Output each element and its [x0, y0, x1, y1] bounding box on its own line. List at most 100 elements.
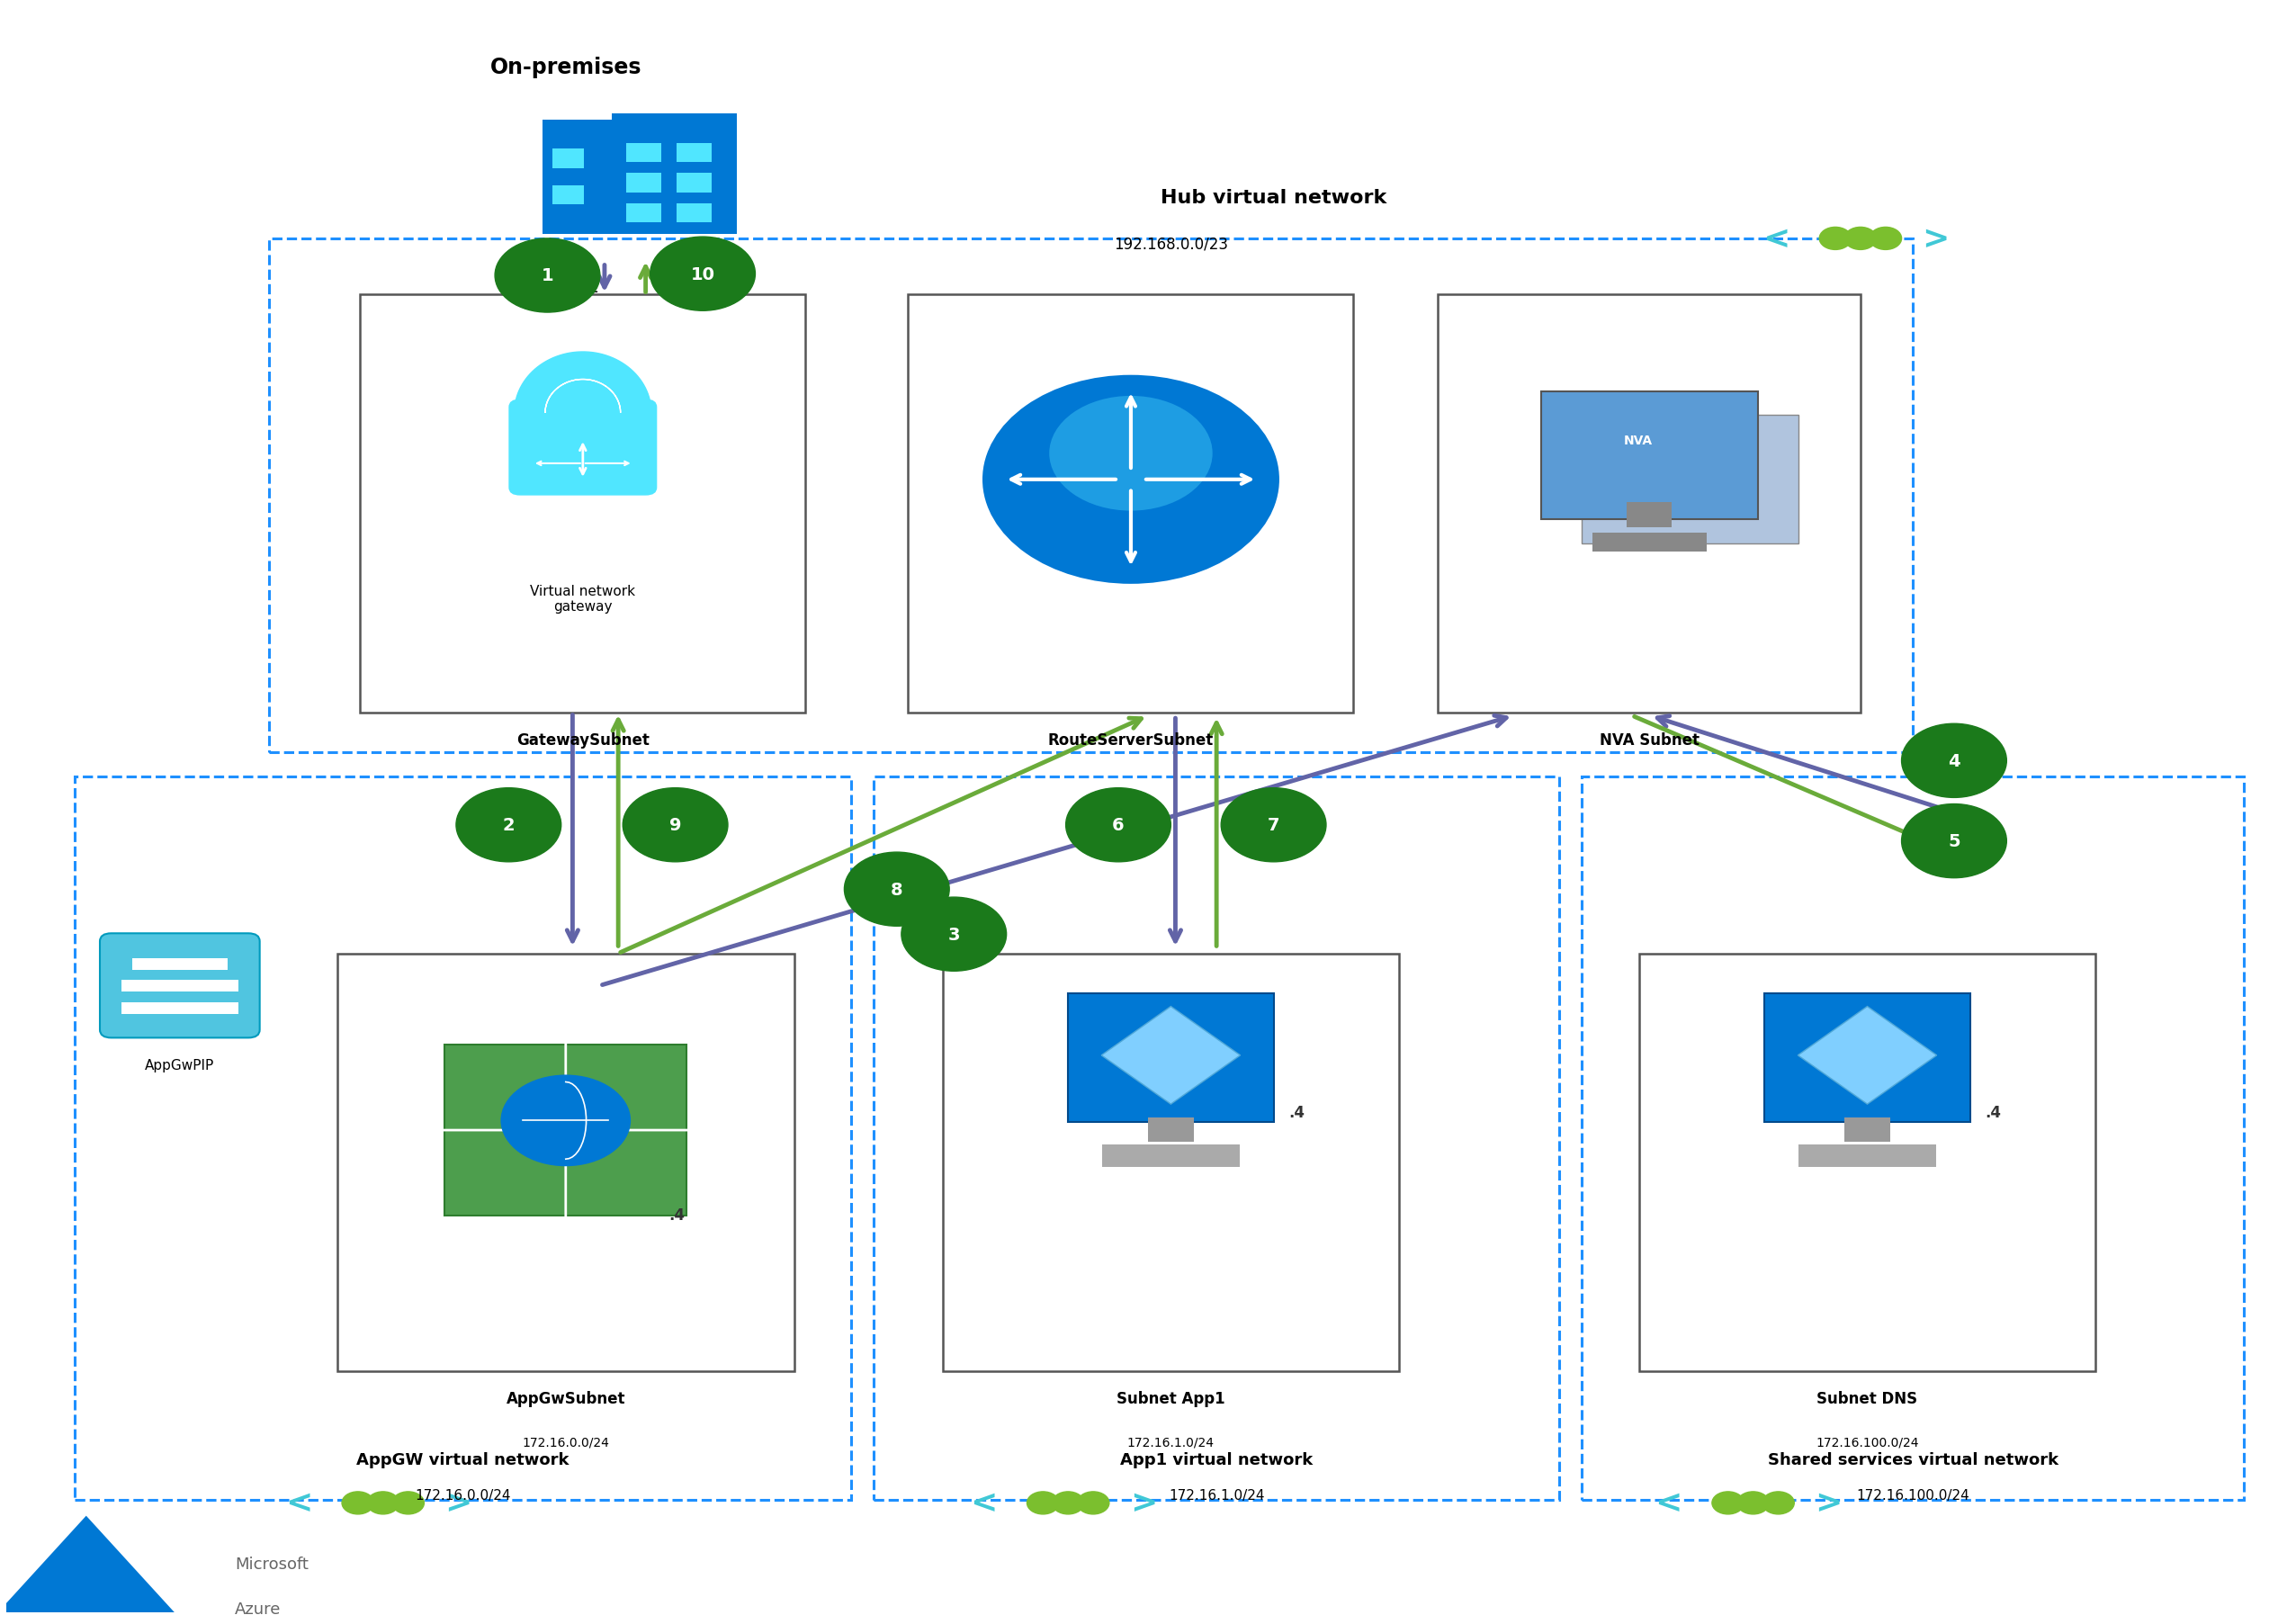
Circle shape [1049, 396, 1212, 512]
Text: .4: .4 [1984, 1104, 2002, 1121]
Circle shape [1901, 724, 2007, 797]
Bar [553, 149, 583, 169]
Text: Microsoft: Microsoft [234, 1556, 308, 1572]
Text: 192.168.0.0/23: 192.168.0.0/23 [1114, 235, 1228, 252]
Text: Subnet App1: Subnet App1 [1116, 1390, 1226, 1406]
Bar [611, 115, 737, 235]
Text: 6: 6 [1111, 817, 1125, 833]
Text: 172.16.0.0/24: 172.16.0.0/24 [416, 1489, 510, 1502]
Bar [875, 778, 1559, 1499]
Text: RouteServerSubnet: RouteServerSubnet [1047, 732, 1215, 749]
Bar [677, 143, 712, 162]
Text: 4: 4 [1947, 752, 1961, 770]
Text: >: > [1130, 1488, 1157, 1518]
Circle shape [457, 788, 560, 862]
Text: AppGwSubnet: AppGwSubnet [505, 1390, 625, 1406]
FancyBboxPatch shape [510, 400, 657, 495]
Bar [1639, 953, 2096, 1371]
Text: .4: .4 [668, 1207, 684, 1223]
Bar [1582, 778, 2243, 1499]
Text: 172.16.100.0/24: 172.16.100.0/24 [1857, 1489, 1970, 1502]
Text: Hub virtual network: Hub virtual network [1159, 188, 1387, 206]
Circle shape [1052, 1492, 1084, 1514]
Text: 2: 2 [503, 817, 514, 833]
Circle shape [1738, 1492, 1770, 1514]
Text: 10: 10 [691, 266, 714, 283]
Circle shape [1065, 788, 1171, 862]
Bar [338, 953, 794, 1371]
Bar [1798, 1145, 1936, 1168]
Text: >: > [1814, 1488, 1841, 1518]
Bar [131, 958, 227, 970]
Bar [122, 1002, 239, 1013]
Text: >: > [1922, 224, 1949, 255]
Text: 172.16.1.0/24: 172.16.1.0/24 [1127, 1436, 1215, 1449]
Bar [1541, 391, 1759, 520]
Circle shape [622, 788, 728, 862]
FancyBboxPatch shape [99, 934, 259, 1038]
Polygon shape [544, 380, 620, 414]
Text: 8: 8 [891, 880, 902, 898]
Text: Azure: Azure [234, 1601, 280, 1618]
Text: 10.0.0.1: 10.0.0.1 [533, 279, 599, 296]
Text: .4: .4 [1288, 1104, 1304, 1121]
Text: 172.16.0.0/24: 172.16.0.0/24 [521, 1436, 608, 1449]
Text: AppGW virtual network: AppGW virtual network [356, 1452, 569, 1468]
Bar [76, 778, 852, 1499]
Bar [1068, 994, 1274, 1122]
Circle shape [1901, 804, 2007, 879]
Bar [1591, 533, 1706, 552]
Text: NVA: NVA [1623, 434, 1653, 447]
Text: App1 virtual network: App1 virtual network [1120, 1452, 1313, 1468]
Bar [1626, 502, 1671, 528]
Circle shape [902, 898, 1006, 971]
Bar [677, 174, 712, 193]
Text: 7: 7 [1267, 817, 1279, 833]
Circle shape [1221, 788, 1327, 862]
Bar [1102, 1145, 1240, 1168]
Text: NVA Subnet: NVA Subnet [1600, 732, 1699, 749]
Text: Shared services virtual network: Shared services virtual network [1768, 1452, 2057, 1468]
Text: 1: 1 [542, 268, 553, 284]
Text: Subnet DNS: Subnet DNS [1816, 1390, 1917, 1406]
Bar [627, 143, 661, 162]
Polygon shape [514, 352, 652, 414]
Text: <: < [285, 1488, 312, 1518]
Circle shape [983, 375, 1279, 585]
Text: On-premises: On-premises [489, 57, 641, 78]
Text: <: < [969, 1488, 996, 1518]
Text: <: < [1763, 224, 1789, 255]
Circle shape [1026, 1492, 1058, 1514]
Bar [553, 185, 583, 205]
Circle shape [342, 1492, 374, 1514]
Text: 5: 5 [1947, 833, 1961, 849]
Bar [269, 239, 1913, 754]
Bar [1766, 994, 1970, 1122]
Circle shape [1763, 1492, 1793, 1514]
Text: 172.16.100.0/24: 172.16.100.0/24 [1816, 1436, 1919, 1449]
Circle shape [367, 1492, 400, 1514]
Text: 9: 9 [668, 817, 682, 833]
Bar [542, 120, 611, 222]
Bar [542, 221, 737, 235]
Bar [360, 296, 806, 713]
Bar [627, 203, 661, 222]
Text: Virtual network
gateway: Virtual network gateway [530, 585, 636, 614]
Circle shape [845, 853, 948, 926]
Bar [1844, 1117, 1890, 1142]
Bar [941, 953, 1398, 1371]
Circle shape [1869, 227, 1901, 250]
Text: GatewaySubnet: GatewaySubnet [517, 732, 650, 749]
Text: AppGwPIP: AppGwPIP [145, 1059, 214, 1072]
Circle shape [501, 1075, 631, 1166]
Circle shape [1818, 227, 1851, 250]
Bar [122, 981, 239, 992]
Bar [1437, 296, 1860, 713]
Text: 3: 3 [948, 926, 960, 944]
Circle shape [650, 237, 755, 312]
Bar [677, 203, 712, 222]
Text: >: > [445, 1488, 473, 1518]
Circle shape [1713, 1492, 1745, 1514]
Bar [909, 296, 1355, 713]
Circle shape [393, 1492, 425, 1514]
